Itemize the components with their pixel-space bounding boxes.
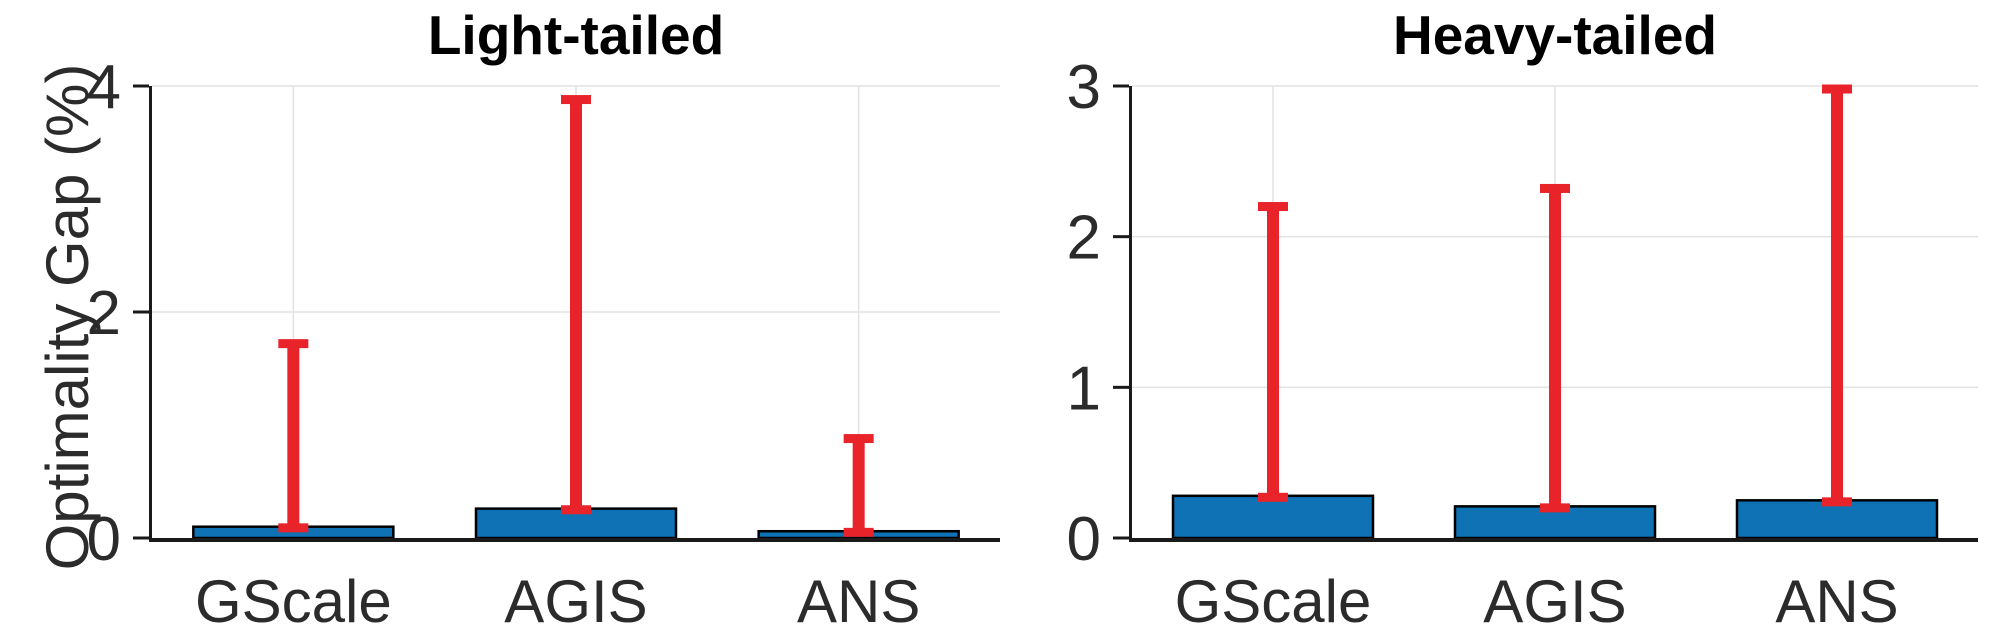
error-bar-bottom-cap-agis <box>561 505 591 515</box>
y-tick-label: 2 <box>1067 204 1101 273</box>
x-tick-label-ans: ANS <box>1775 568 1898 635</box>
error-bar-top-cap-ans <box>843 434 874 444</box>
y-tick-label: 0 <box>1067 505 1101 574</box>
error-bar-stem-ans <box>852 438 865 533</box>
error-bar-stem-gscale <box>287 343 300 528</box>
x-tick-label-ans: ANS <box>797 568 920 635</box>
y-tick-mark <box>1113 235 1129 239</box>
y-tick-label: 2 <box>87 279 121 348</box>
x-axis-spine <box>149 538 1000 542</box>
error-bar-bottom-cap-gscale <box>278 523 309 533</box>
error-bar-bottom-cap-gscale <box>1258 492 1288 502</box>
y-tick-mark <box>1113 536 1129 540</box>
x-tick-label-agis: AGIS <box>1483 568 1626 635</box>
y-axis-spine <box>1129 86 1132 542</box>
bar-ans <box>1735 499 1939 540</box>
error-bar-bottom-cap-ans <box>843 527 874 537</box>
error-bar-bottom-cap-agis <box>1540 503 1570 513</box>
error-bar-stem-gscale <box>1267 206 1279 498</box>
y-tick-mark <box>133 536 149 540</box>
error-bar-top-cap-agis <box>1540 183 1570 193</box>
y-tick-mark <box>133 84 149 88</box>
x-axis-spine <box>1129 538 1978 542</box>
y-tick-label: 3 <box>1067 53 1101 122</box>
panel-title-heavy-tailed: Heavy-tailed <box>1392 4 1718 66</box>
error-bar-stem-ans <box>1831 89 1843 502</box>
x-tick-label-gscale: GScale <box>195 568 392 635</box>
y-tick-mark <box>1113 84 1129 88</box>
error-bar-top-cap-ans <box>1822 84 1852 94</box>
error-bar-top-cap-agis <box>561 95 591 105</box>
panel-title-light-tailed: Light-tailed <box>427 4 725 66</box>
y-tick-label: 4 <box>87 53 121 122</box>
x-tick-label-gscale: GScale <box>1175 568 1372 635</box>
error-bar-stem-agis <box>570 99 582 510</box>
gridline-y <box>152 85 1000 87</box>
gridline-y <box>1132 85 1978 87</box>
y-axis-spine <box>149 86 152 542</box>
y-axis-label: Optimality Gap (%) <box>34 63 101 571</box>
y-tick-mark <box>1113 385 1129 389</box>
error-bar-bottom-cap-ans <box>1822 497 1852 507</box>
y-tick-label: 1 <box>1067 354 1101 423</box>
x-tick-label-agis: AGIS <box>504 568 647 635</box>
error-bar-top-cap-gscale <box>278 339 309 349</box>
y-tick-label: 0 <box>87 505 121 574</box>
error-bar-top-cap-gscale <box>1258 202 1288 212</box>
error-bar-stem-agis <box>1549 188 1561 508</box>
y-tick-mark <box>133 310 149 314</box>
bar-gscale <box>1171 494 1375 540</box>
